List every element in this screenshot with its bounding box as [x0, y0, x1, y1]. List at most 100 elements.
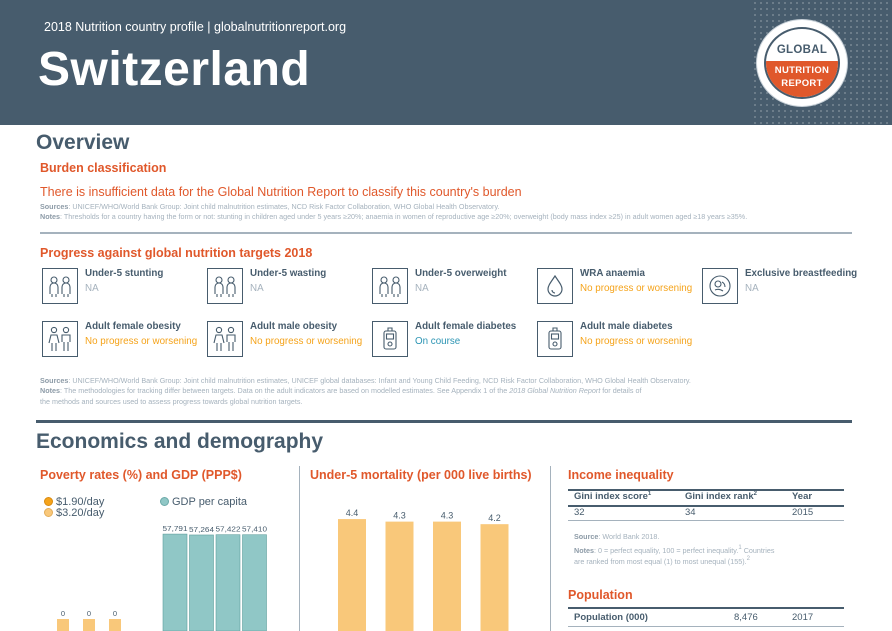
target-label: WRA anaemia: [580, 268, 645, 279]
mortality-bar-label: 4.2: [488, 513, 501, 523]
target-label: Adult female obesity: [85, 321, 181, 332]
gdp-bar-label: 57,422: [216, 527, 241, 534]
target-status: NA: [85, 283, 99, 294]
burden-classification-heading: Burden classification: [40, 161, 167, 175]
population-value: 8,476: [734, 612, 758, 623]
gdp-bar-label: 57,791: [163, 526, 188, 533]
gdp-bar: [189, 534, 214, 631]
target-adult-male-diabetes: Adult male diabetes No progress or worsen…: [537, 321, 702, 361]
gdp-bar: [215, 534, 241, 631]
target-status: On course: [415, 336, 461, 347]
gini-rank-value: 34: [685, 507, 696, 518]
target-under-5-stunting: Under-5 stunting NA: [42, 268, 207, 308]
logo-text-report: REPORT: [781, 78, 823, 89]
legend-dot-3-20: [44, 508, 53, 517]
mortality-bar: [385, 521, 414, 631]
target-adult-male-obesity: Adult male obesity No progress or worseni…: [207, 321, 372, 361]
target-label: Adult female diabetes: [415, 321, 517, 332]
population-heading: Population: [568, 588, 633, 602]
gini-year-value: 2015: [792, 507, 814, 518]
population-year: 2017: [792, 612, 814, 623]
overview-heading: Overview: [36, 131, 130, 154]
income-notes-cont: are ranked from most equal (1) to most u…: [574, 556, 750, 566]
poverty-gdp-chart: 0 0 0 57,791 57,264 57,422 57,410: [57, 526, 267, 631]
poverty-bar: [109, 619, 121, 631]
glucose-meter-icon: [372, 321, 408, 357]
progress-notes: Notes: The methodologies for tracking di…: [40, 386, 642, 395]
legend-3-20: $3.20/day: [44, 507, 104, 519]
progress-heading: Progress against global nutrition target…: [40, 246, 313, 260]
target-status: No progress or worsening: [85, 336, 198, 347]
mortality-bar-label: 4.3: [393, 511, 406, 521]
gdp-bar: [242, 534, 267, 631]
target-adult-female-obesity: Adult female obesity No progress or worse…: [42, 321, 207, 361]
column-divider-2: [550, 466, 551, 631]
mortality-bar-label: 4.4: [346, 508, 359, 518]
poverty-bar: [83, 619, 95, 631]
gini-score-header: Gini index score1: [574, 491, 652, 502]
income-table-top-rule: [568, 489, 844, 491]
income-notes: Notes: 0 = perfect equality, 100 = perfe…: [574, 545, 775, 555]
progress-divider: [36, 420, 852, 423]
target-status: NA: [745, 283, 759, 294]
children-icon: [42, 268, 78, 304]
progress-notes-cont: the methods and sources used to assess p…: [40, 397, 303, 406]
income-inequality-title: Income inequality: [568, 468, 674, 482]
country-title: Switzerland: [38, 43, 311, 96]
mortality-bar: [480, 524, 509, 631]
population-table-bottom-rule: [568, 626, 844, 627]
legend-dot-1-90: [44, 497, 53, 506]
adults-icon: [207, 321, 243, 357]
overview-divider: [40, 232, 852, 234]
economics-heading: Economics and demography: [36, 430, 324, 453]
target-status: No progress or worsening: [580, 283, 693, 294]
glucose-meter-icon: [537, 321, 573, 357]
target-label: Under-5 stunting: [85, 268, 164, 279]
legend-1-90: $1.90/day: [44, 496, 104, 508]
population-table-top-rule: [568, 607, 844, 609]
mortality-bar: [433, 521, 461, 631]
target-under-5-overweight: Under-5 overweight NA: [372, 268, 537, 308]
target-exclusive-breastfeeding: Exclusive breastfeeding NA: [702, 268, 867, 308]
target-status: NA: [250, 283, 264, 294]
gdp-bar-label: 57,264: [189, 527, 214, 534]
mortality-bar: [338, 519, 366, 631]
target-status: NA: [415, 283, 429, 294]
target-status: No progress or worsening: [250, 336, 363, 347]
overview-notes: Notes: Thresholds for a country having t…: [40, 212, 748, 221]
target-label: Under-5 wasting: [250, 268, 327, 279]
population-label: Population (000): [574, 612, 648, 623]
target-under-5-wasting: Under-5 wasting NA: [207, 268, 372, 308]
page-header: 2018 Nutrition country profile | globaln…: [0, 0, 892, 125]
under5-mortality-chart: 4.4 4.3 4.3 4.2: [338, 508, 509, 631]
gini-rank-header: Gini index rank2: [685, 491, 757, 502]
children-icon: [207, 268, 243, 304]
income-source: Source: World Bank 2018.: [574, 532, 660, 541]
adults-icon: [42, 321, 78, 357]
income-table-bottom-rule: [568, 520, 844, 521]
legend-gdp: GDP per capita: [160, 496, 247, 508]
header-subtitle: 2018 Nutrition country profile | globaln…: [44, 20, 347, 34]
target-wra-anaemia: WRA anaemia No progress or worsening: [537, 268, 702, 308]
poverty-bar: [57, 619, 69, 631]
poverty-bar-label: 0: [113, 609, 117, 618]
logo-text-global: GLOBAL: [776, 44, 828, 56]
overview-sources: Sources: UNICEF/WHO/World Bank Group: Jo…: [40, 202, 500, 211]
burden-classification-text: There is insufficient data for the Globa…: [40, 185, 522, 199]
progress-sources: Sources: UNICEF/WHO/World Bank Group: Jo…: [40, 376, 691, 385]
gdp-bar-label: 57,410: [242, 527, 267, 534]
mortality-chart-title: Under-5 mortality (per 000 live births): [310, 468, 532, 482]
breastfeeding-icon: [702, 268, 738, 304]
gdp-bar: [162, 533, 188, 631]
target-label: Adult male obesity: [250, 321, 338, 332]
legend-dot-gdp: [160, 497, 169, 506]
target-adult-female-diabetes: Adult female diabetes On course: [372, 321, 537, 361]
target-status: No progress or worsening: [580, 336, 693, 347]
children-icon: [372, 268, 408, 304]
poverty-bar-label: 0: [87, 609, 91, 618]
mortality-bar-label: 4.3: [441, 511, 454, 521]
blood-drop-icon: [537, 268, 573, 304]
target-label: Adult male diabetes: [580, 321, 673, 332]
poverty-chart-title: Poverty rates (%) and GDP (PPP$): [40, 468, 242, 482]
gini-year-header: Year: [792, 491, 813, 502]
